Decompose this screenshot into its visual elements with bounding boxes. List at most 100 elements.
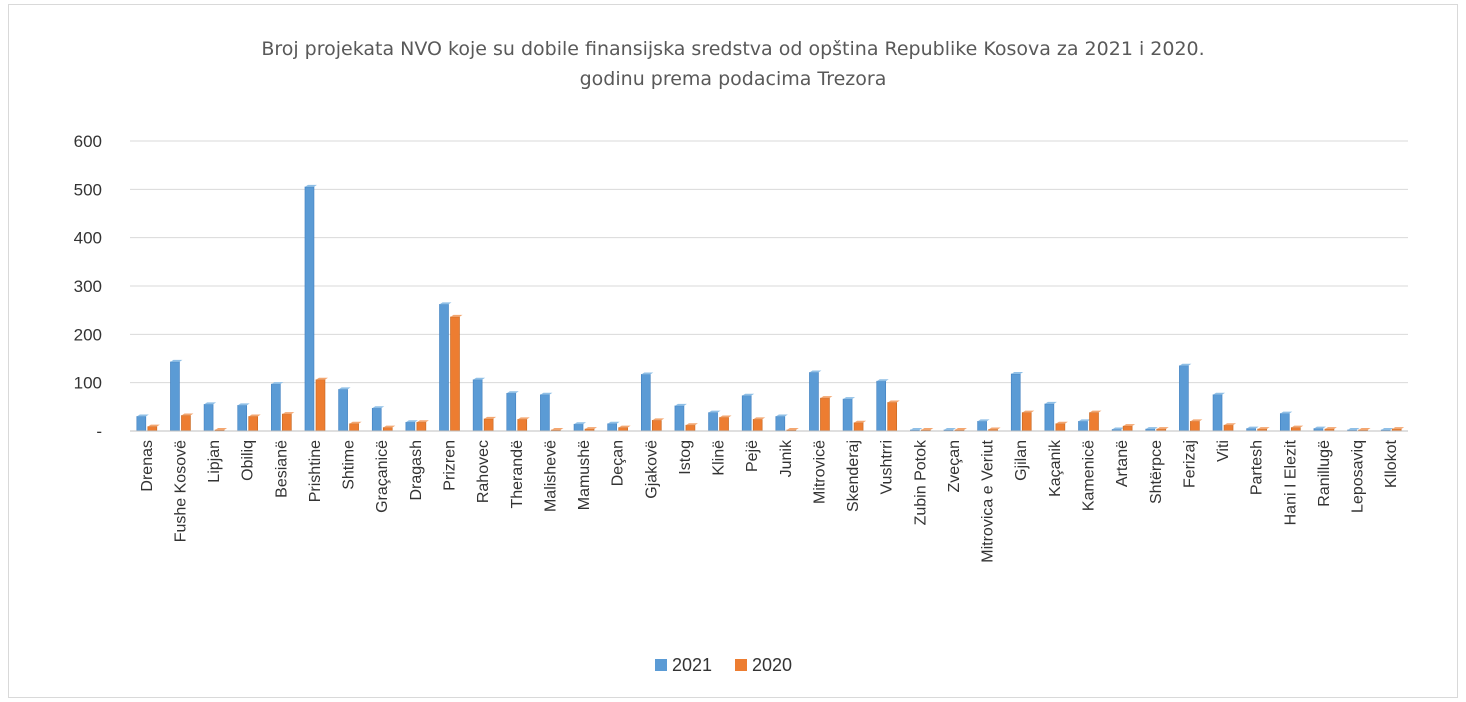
bar-2020-Klinë — [719, 415, 732, 432]
bar-2021-Obiliq — [237, 403, 250, 432]
y-tick-label: 600 — [74, 132, 102, 151]
bar-2020-Prishtine — [315, 377, 328, 432]
bar-2021-Ferizaj — [1179, 363, 1192, 432]
bar-2020-Shtërpce — [1156, 427, 1169, 432]
x-tick-label: Gjakovë — [643, 440, 660, 499]
bar-2021-Therandë — [506, 391, 519, 432]
x-tick-label: Ranillugë — [1316, 440, 1333, 507]
chart-title-line-1: Broj projekata NVO koje su dobile finans… — [261, 38, 1205, 60]
bar-2020-Besianë — [282, 412, 295, 432]
chart-frame — [8, 4, 1458, 698]
x-tick-label: Hani I Elezit — [1282, 439, 1299, 525]
bar-2020-Kamenicë — [1089, 410, 1102, 432]
x-tick-label: Deçan — [610, 440, 627, 486]
bar-2020-Mitrovica e Veriut — [988, 427, 1001, 432]
x-tick-label: Zveçan — [946, 440, 963, 492]
bar-2020-Ranillugë — [1324, 427, 1337, 432]
bar-2020-Gjakovë — [651, 418, 665, 432]
bar-2020-Viti — [1223, 423, 1237, 432]
x-tick-label: Kamenicë — [1081, 440, 1098, 511]
x-tick-label: Ferizaj — [1181, 440, 1198, 488]
legend-label-2021: 2021 — [672, 655, 712, 675]
bar-2021-Graçanicë — [371, 406, 385, 432]
y-tick-label: 100 — [74, 374, 102, 393]
x-tick-label: Fushe Kosovë — [172, 440, 189, 542]
x-tick-label: Obiliq — [240, 440, 257, 481]
bar-2021-Hani I Elezit — [1279, 411, 1293, 432]
bar-2021-Drenas — [136, 414, 149, 432]
x-tick-label: Gjilan — [1013, 440, 1030, 481]
x-tick-label: Zubin Potok — [912, 439, 929, 525]
y-tick-label: - — [96, 422, 102, 441]
x-tick-label: Therandë — [509, 440, 526, 509]
bar-2021-Ranillugë — [1313, 426, 1326, 432]
bar-2021-Mitrovica e Veriut — [977, 419, 990, 432]
bar-2021-Rahovec — [472, 377, 486, 432]
x-tick-label: Partesh — [1249, 440, 1266, 495]
bar-2021-Prizren — [439, 302, 452, 432]
bar-2021-Dragash — [405, 420, 418, 432]
bar-2020-Shtime — [349, 421, 362, 432]
bar-2021-Prishtine — [304, 184, 317, 432]
x-tick-label: Drenas — [139, 440, 156, 492]
x-tick-label: Kllokot — [1383, 439, 1400, 488]
bar-2020-Pejë — [752, 417, 766, 432]
bar-2020-Fushe Kosovë — [181, 413, 194, 432]
bar-2020-Kllokot — [1391, 427, 1405, 432]
x-tick-label: Besianë — [273, 440, 290, 498]
bar-2020-Istog — [685, 423, 698, 432]
x-tick-label: Malishevë — [542, 440, 559, 512]
x-tick-label: Shtime — [341, 440, 358, 490]
bar-2020-Mamushë — [584, 427, 598, 432]
x-tick-label: Mitrovica e Veriut — [980, 439, 997, 562]
bar-2021-Mitrovicë — [809, 370, 822, 432]
bar-2021-Deçan — [607, 421, 620, 432]
bar-2021-Istog — [674, 403, 687, 432]
bar-2020-Mitrovicë — [820, 396, 833, 432]
bar-2020-Kaçanik — [1055, 421, 1068, 432]
x-tick-label: Artanë — [1114, 440, 1131, 487]
chart-title-line-2: godinu prema podacima Trezora — [579, 68, 887, 90]
bar-2020-Obiliq — [248, 414, 261, 432]
bar-2020-Ferizaj — [1190, 419, 1203, 432]
bar-2021-Kaçanik — [1044, 401, 1057, 432]
legend-swatch-2021 — [655, 659, 667, 671]
bar-2021-Klinë — [708, 410, 721, 432]
bar-2021-Shtërpce — [1145, 427, 1158, 432]
legend-label-2020: 2020 — [752, 655, 792, 675]
bar-2020-Deçan — [618, 425, 631, 432]
x-tick-label: Shtërpce — [1148, 440, 1165, 504]
bar-2020-Prizren — [450, 314, 463, 432]
bar-2021-Besianë — [271, 382, 284, 432]
bar-2021-Skenderaj — [842, 397, 856, 432]
x-tick-label: Vushtrri — [879, 440, 896, 495]
x-tick-label: Prishtine — [307, 440, 324, 502]
x-tick-label: Skenderaj — [845, 440, 862, 512]
x-tick-label: Mamushë — [576, 440, 593, 510]
bar-2021-Mamushë — [573, 422, 587, 432]
x-tick-label: Klinë — [711, 440, 728, 476]
y-tick-label: 500 — [74, 180, 102, 199]
bar-2020-Hani I Elezit — [1290, 425, 1304, 432]
bar-2020-Vushtrri — [887, 400, 900, 432]
x-tick-label: Leposaviq — [1350, 440, 1367, 513]
bar-2021-Malishevë — [540, 392, 553, 432]
bar-2021-Gjilan — [1010, 371, 1024, 432]
bar-2020-Artanë — [1122, 424, 1136, 432]
bar-2020-Partesh — [1257, 427, 1270, 432]
bar-2021-Pejë — [741, 393, 755, 432]
x-tick-label: Viti — [1215, 440, 1232, 462]
bar-2021-Vushtrri — [876, 379, 889, 432]
x-tick-label: Junik — [778, 439, 795, 477]
legend-swatch-2020 — [735, 659, 747, 671]
bar-2021-Lipjan — [203, 402, 217, 432]
bar-2021-Shtime — [338, 387, 351, 432]
bar-2021-Junik — [775, 414, 788, 432]
bar-2021-Kamenicë — [1078, 419, 1091, 432]
x-tick-label: Mitrovicë — [811, 440, 828, 504]
bar-2021-Partesh — [1246, 426, 1259, 432]
bar-2020-Therandë — [517, 417, 530, 432]
y-tick-label: 300 — [74, 277, 102, 296]
y-tick-label: 200 — [74, 325, 102, 344]
